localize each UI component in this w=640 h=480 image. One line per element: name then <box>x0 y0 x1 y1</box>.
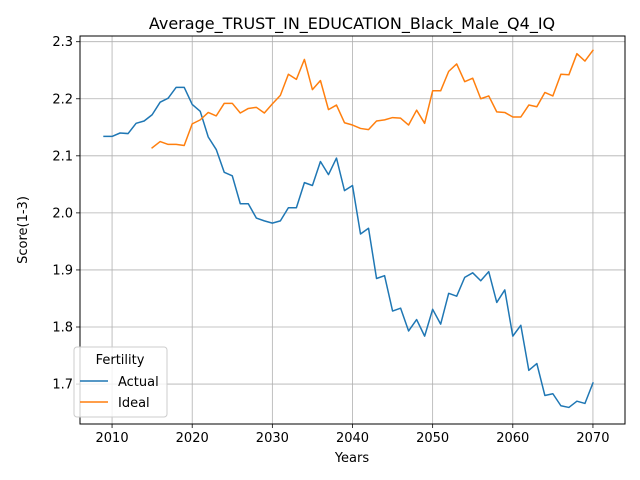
chart-title: Average_TRUST_IN_EDUCATION_Black_Male_Q4… <box>149 14 555 34</box>
y-tick-label: 1.9 <box>52 263 73 278</box>
x-tick-label: 2070 <box>576 431 609 446</box>
y-tick-label: 1.8 <box>52 321 73 336</box>
series-lines <box>103 49 594 409</box>
y-tick-label: 1.7 <box>52 378 73 393</box>
legend-title: Fertility <box>96 353 145 368</box>
y-tick-label: 2.3 <box>52 35 73 50</box>
y-tick-label: 2.0 <box>52 206 73 221</box>
axis-ticks: 2010 2020 2030 2040 2050 2060 2070 1.7 1.8 1.9 2.0… <box>52 35 609 446</box>
legend-box <box>73 346 168 418</box>
legend: Fertility Actual Ideal <box>73 346 168 418</box>
x-axis-label: Years <box>334 451 370 466</box>
x-tick-label: 2010 <box>96 431 129 446</box>
x-tick-label: 2050 <box>416 431 449 446</box>
x-tick-label: 2030 <box>256 431 289 446</box>
y-tick-label: 2.1 <box>52 149 73 164</box>
x-tick-label: 2060 <box>496 431 529 446</box>
legend-label-actual: Actual <box>118 375 159 390</box>
grid-lines <box>80 36 625 424</box>
series-line-actual <box>103 86 594 409</box>
legend-label-ideal: Ideal <box>118 396 150 411</box>
x-tick-label: 2020 <box>176 431 209 446</box>
x-tick-label: 2040 <box>336 431 369 446</box>
series-line-ideal <box>151 49 594 149</box>
y-tick-label: 2.2 <box>52 92 73 107</box>
y-axis-label: Score(1-3) <box>16 196 31 264</box>
